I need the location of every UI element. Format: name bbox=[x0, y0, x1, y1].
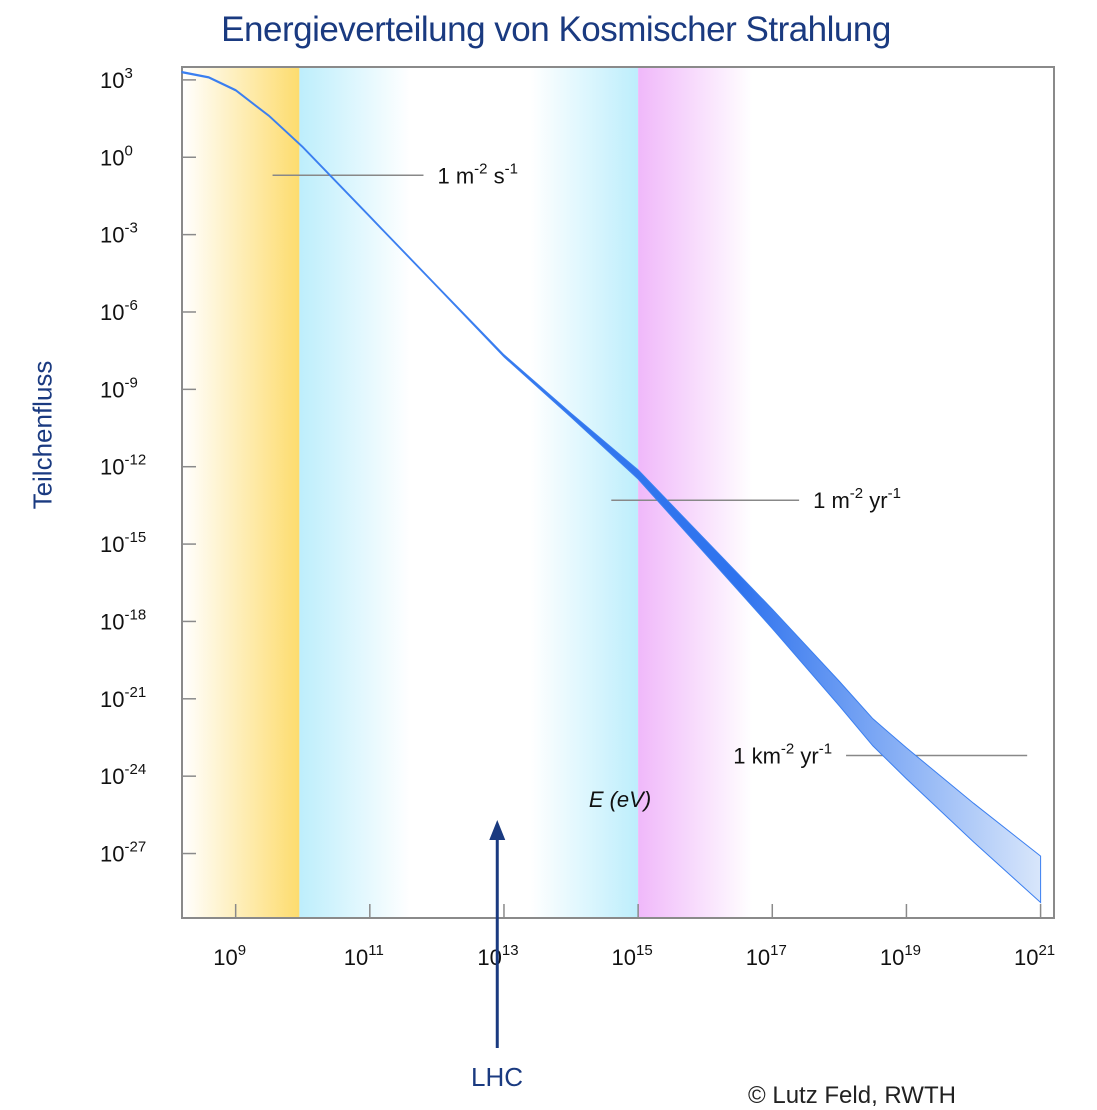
x-axis-label: E (eV) bbox=[589, 787, 651, 812]
y-tick-label: 10-9 bbox=[100, 374, 138, 402]
x-tick-label: 1019 bbox=[880, 942, 921, 970]
copyright-notice: © Lutz Feld, RWTH bbox=[748, 1082, 956, 1109]
y-tick-label: 100 bbox=[100, 142, 133, 170]
y-tick-label: 10-15 bbox=[100, 529, 146, 557]
plot-frame bbox=[181, 66, 1055, 919]
y-tick-label: 103 bbox=[100, 65, 133, 93]
flux-annotations: 1 m-2 s-1 1 m-2 yr-1 1 km-2 yr-1 bbox=[272, 160, 1028, 769]
energy-bands bbox=[182, 67, 753, 918]
chart-title: Energieverteilung von Kosmischer Strahlu… bbox=[221, 10, 891, 49]
band-cyan-right bbox=[530, 67, 639, 918]
x-tick-label: 1021 bbox=[1014, 942, 1055, 970]
x-ticks: 109 1011 1013 1015 1017 1019 1021 bbox=[213, 904, 1055, 970]
spectrum-band bbox=[181, 70, 1042, 904]
lhc-label: LHC bbox=[470, 1062, 524, 1092]
y-tick-label: 10-6 bbox=[100, 297, 138, 325]
band-cyan-left bbox=[299, 67, 411, 918]
y-tick-label: 10-3 bbox=[100, 220, 138, 248]
band-yellow bbox=[182, 67, 300, 918]
annotation-label: 1 m-2 yr-1 bbox=[813, 485, 901, 513]
x-tick-label: 1015 bbox=[612, 942, 653, 970]
y-tick-label: 10-12 bbox=[100, 452, 146, 480]
annotation-label: 1 km-2 yr-1 bbox=[733, 741, 832, 769]
x-tick-label: 109 bbox=[213, 942, 246, 970]
y-tick-label: 10-18 bbox=[100, 606, 146, 634]
y-tick-label: 10-24 bbox=[100, 761, 146, 789]
y-tick-label: 10-21 bbox=[100, 684, 146, 712]
x-tick-label: 1017 bbox=[746, 942, 787, 970]
lhc-arrow bbox=[489, 820, 506, 1048]
annotation-label: 1 m-2 s-1 bbox=[437, 160, 518, 188]
x-tick-label: 1011 bbox=[344, 942, 384, 970]
y-tick-label: 10-27 bbox=[100, 839, 146, 867]
